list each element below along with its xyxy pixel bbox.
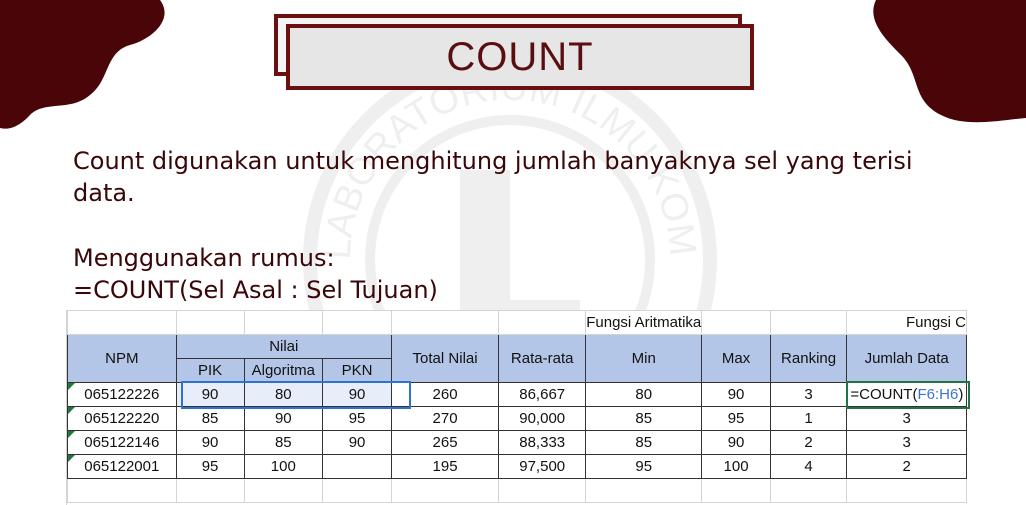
cell[interactable] (585, 478, 703, 503)
corner-blob-right (873, 0, 1026, 123)
cell-max[interactable]: 100 (701, 454, 771, 479)
cell-min[interactable]: 85 (585, 406, 703, 431)
description-text: Count digunakan untuk menghitung jumlah … (73, 147, 913, 207)
cell[interactable] (175, 478, 245, 503)
header-jumlah-data[interactable]: Jumlah Data (846, 334, 967, 383)
cell-npm[interactable]: 065122220 (67, 406, 177, 431)
cell[interactable] (322, 478, 392, 503)
error-indicator-icon (68, 407, 75, 414)
cell[interactable] (769, 310, 848, 335)
cell-min[interactable]: 95 (585, 454, 703, 479)
cell-rata[interactable]: 97,500 (498, 454, 587, 479)
cell[interactable] (498, 478, 587, 503)
cell[interactable] (67, 478, 177, 503)
table-row: 065122226 90 80 90 260 86,667 80 90 3 =C… (67, 382, 967, 407)
cell-pkn[interactable]: 90 (322, 382, 392, 407)
cell-min[interactable]: 85 (585, 430, 703, 455)
cell-jumlah[interactable]: 3 (846, 430, 967, 455)
cell-ranking[interactable]: 2 (769, 430, 848, 455)
spreadsheet-table: Fungsi Aritmatika Fungsi C NPM Nilai Tot… (67, 310, 967, 503)
sheet-row-group: Fungsi Aritmatika Fungsi C (67, 310, 967, 335)
cell[interactable] (67, 310, 177, 335)
cell-pik[interactable]: 90 (175, 382, 245, 407)
cell-ranking[interactable]: 4 (769, 454, 848, 479)
spreadsheet: Fungsi Aritmatika Fungsi C NPM Nilai Tot… (66, 310, 970, 505)
fungsi-c-label[interactable]: Fungsi C (846, 310, 967, 335)
cell-total[interactable]: 195 (390, 454, 500, 479)
cell-min[interactable]: 80 (585, 382, 703, 407)
cell-algoritma[interactable]: 90 (243, 406, 324, 431)
cell[interactable] (390, 478, 500, 503)
sheet-row-empty (67, 478, 967, 503)
cell[interactable] (701, 310, 771, 335)
header-total-nilai[interactable]: Total Nilai (390, 334, 500, 383)
table-row: 065122146 90 85 90 265 88,333 85 90 2 3 (67, 430, 967, 455)
fungsi-aritmatika-label[interactable]: Fungsi Aritmatika (585, 310, 703, 335)
cell-npm[interactable]: 065122146 (67, 430, 177, 455)
npm-value: 065122220 (84, 410, 160, 427)
cell-total[interactable]: 260 (390, 382, 500, 407)
error-indicator-icon (68, 431, 75, 438)
cell-formula-editing[interactable]: =COUNT(F6:H6) (846, 382, 967, 407)
table-row: 065122220 85 90 95 270 90,000 85 95 1 3 (67, 406, 967, 431)
cell-ranking[interactable]: 1 (769, 406, 848, 431)
formula-prefix: =COUNT( (850, 386, 918, 403)
cell[interactable] (769, 478, 848, 503)
header-algoritma[interactable]: Algoritma (243, 358, 324, 383)
page-title: COUNT (446, 34, 594, 79)
cell-jumlah[interactable]: 2 (846, 454, 967, 479)
cell-pkn[interactable]: 90 (322, 430, 392, 455)
cell-algoritma[interactable]: 100 (243, 454, 324, 479)
npm-value: 065122001 (84, 458, 160, 475)
cell-pik[interactable]: 85 (175, 406, 245, 431)
title-box: COUNT (286, 24, 754, 90)
cell-rata[interactable]: 90,000 (498, 406, 587, 431)
header-min[interactable]: Min (585, 334, 703, 383)
npm-value: 065122146 (84, 434, 160, 451)
npm-value: 065122226 (84, 386, 160, 403)
formula-label: Menggunakan rumus: (73, 244, 335, 272)
formula-suffix: ) (958, 386, 964, 403)
cell-max[interactable]: 90 (701, 430, 771, 455)
cell-total[interactable]: 270 (390, 406, 500, 431)
cell-algoritma[interactable]: 80 (243, 382, 324, 407)
cell[interactable] (243, 478, 324, 503)
cell-algoritma[interactable]: 85 (243, 430, 324, 455)
formula-syntax: =COUNT(Sel Asal : Sel Tujuan) (73, 276, 438, 304)
cell-ranking[interactable]: 3 (769, 382, 848, 407)
cell-pik[interactable]: 95 (175, 454, 245, 479)
cell-pkn[interactable]: 95 (322, 406, 392, 431)
cell[interactable] (390, 310, 500, 335)
cell-rata[interactable]: 86,667 (498, 382, 587, 407)
corner-blob-left (0, 0, 165, 129)
header-nilai[interactable]: Nilai (175, 334, 392, 359)
header-ranking[interactable]: Ranking (769, 334, 848, 383)
cell[interactable] (175, 310, 245, 335)
header-max[interactable]: Max (701, 334, 771, 383)
cell-pik[interactable]: 90 (175, 430, 245, 455)
error-indicator-icon (68, 383, 75, 390)
header-pkn[interactable]: PKN (322, 358, 392, 383)
cell[interactable] (243, 310, 324, 335)
error-indicator-icon (68, 455, 75, 462)
formula-range-ref: F6:H6 (917, 386, 959, 403)
cell-jumlah[interactable]: 3 (846, 406, 967, 431)
cell-npm[interactable]: 065122226 (67, 382, 177, 407)
cell[interactable] (846, 478, 967, 503)
header-npm[interactable]: NPM (67, 334, 177, 383)
cell-max[interactable]: 90 (701, 382, 771, 407)
sheet-row-header1: NPM Nilai Total Nilai Rata-rata Min Max … (67, 334, 967, 383)
cell-rata[interactable]: 88,333 (498, 430, 587, 455)
header-pik[interactable]: PIK (175, 358, 245, 383)
cell[interactable] (322, 310, 392, 335)
cell[interactable] (701, 478, 771, 503)
header-rata-rata[interactable]: Rata-rata (498, 334, 587, 383)
cell[interactable] (498, 310, 587, 335)
cell-max[interactable]: 95 (701, 406, 771, 431)
cell-pkn[interactable] (322, 454, 392, 479)
cell-total[interactable]: 265 (390, 430, 500, 455)
cell-npm[interactable]: 065122001 (67, 454, 177, 479)
table-row: 065122001 95 100 195 97,500 95 100 4 2 (67, 454, 967, 479)
